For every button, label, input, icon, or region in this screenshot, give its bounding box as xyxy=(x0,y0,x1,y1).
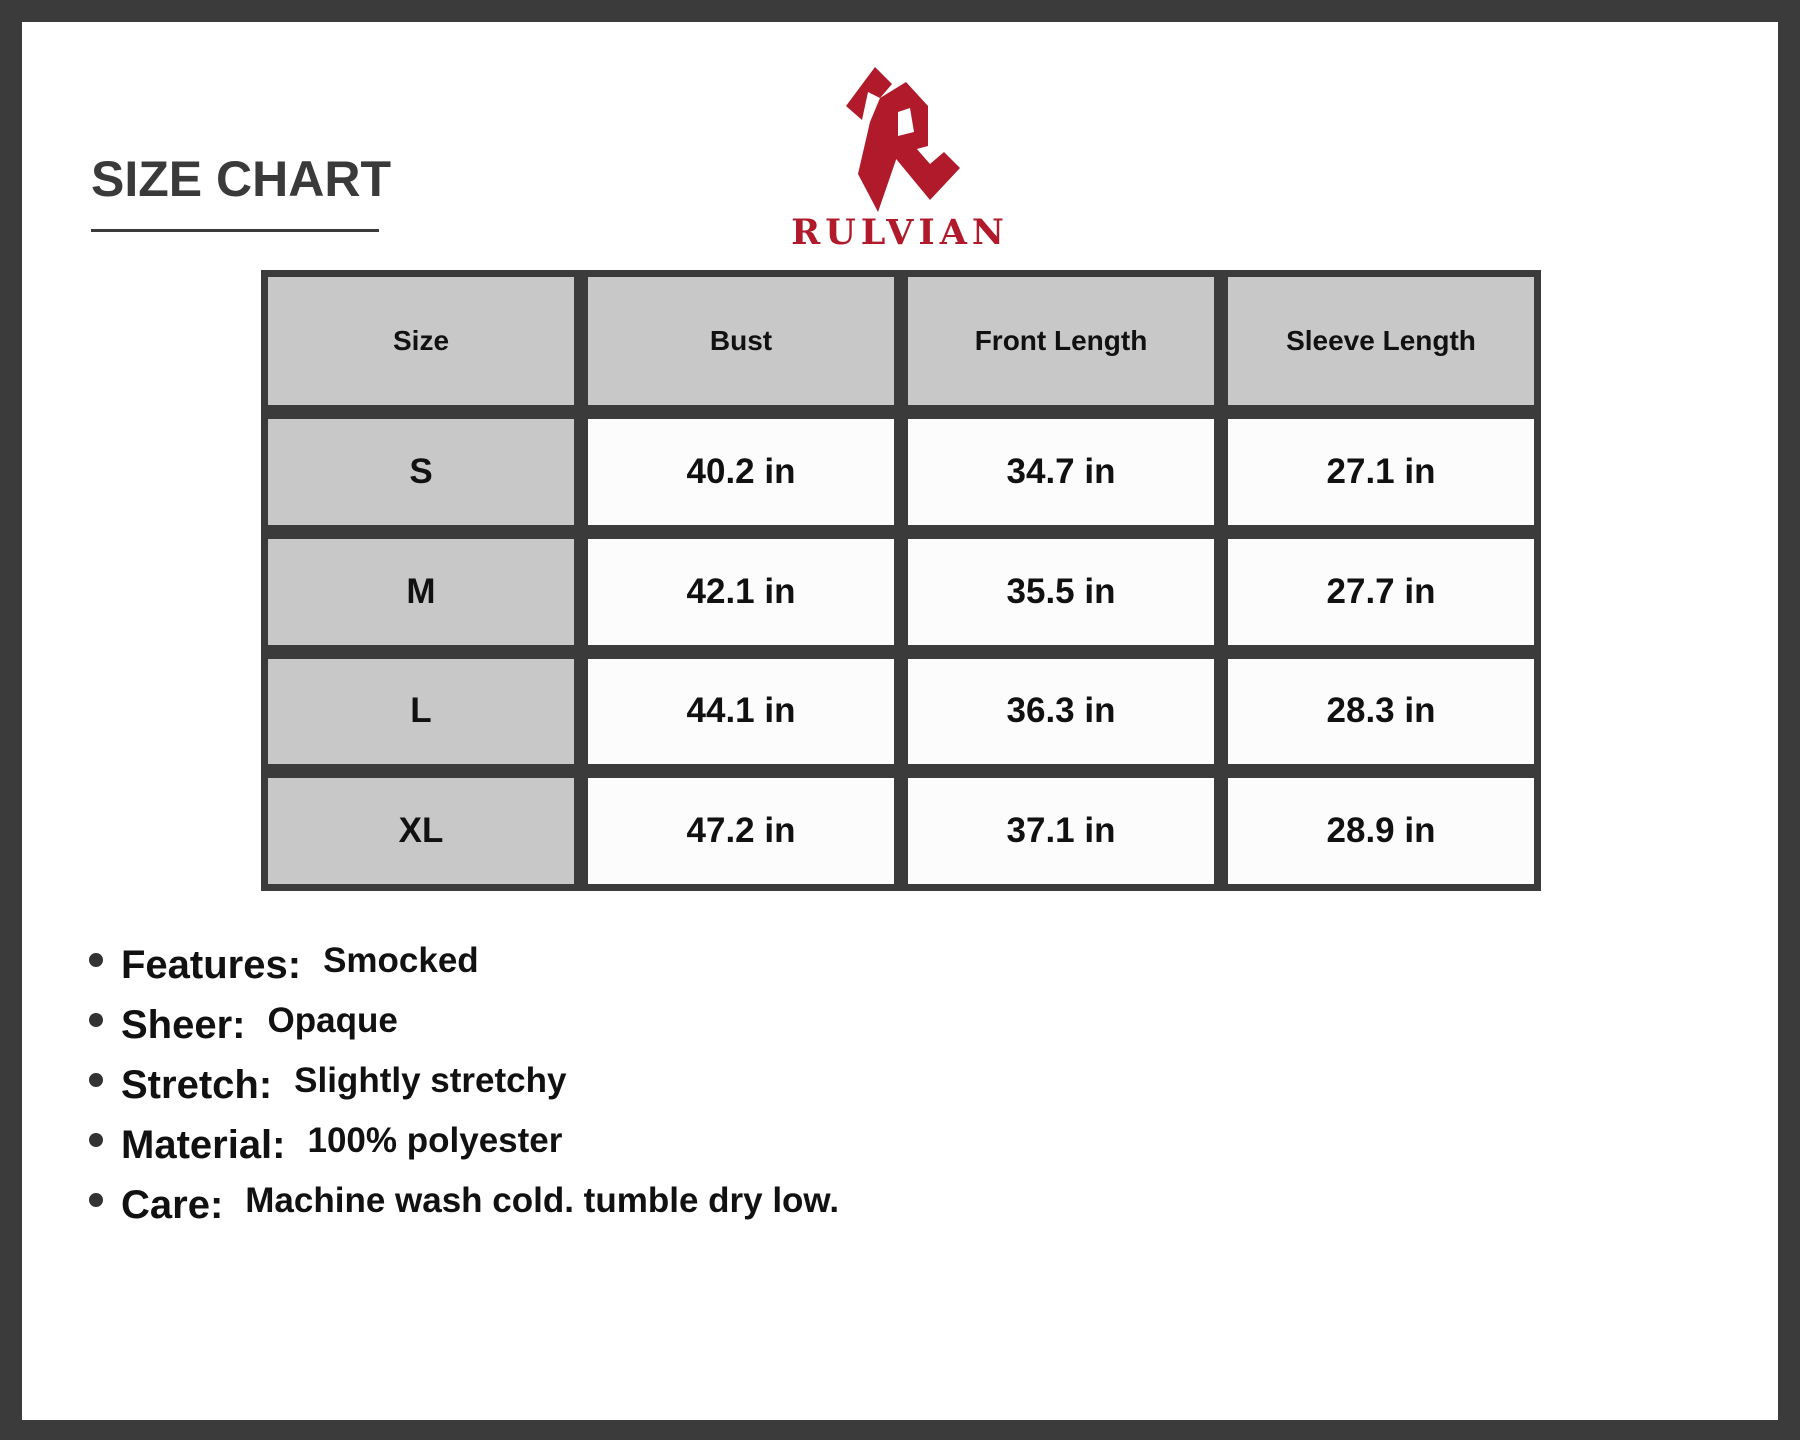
bullet-icon xyxy=(89,1133,103,1147)
cell-front-length: 34.7 in xyxy=(908,419,1214,525)
cell-front-length: 36.3 in xyxy=(908,658,1214,765)
spec-list: Features: Smocked Sheer: Opaque Stretch:… xyxy=(89,935,839,1235)
cell-size: L xyxy=(268,658,574,765)
header-bust: Bust xyxy=(588,277,894,405)
spec-value: Smocked xyxy=(323,941,479,980)
spec-label: Stretch: xyxy=(121,1062,273,1107)
spec-stretch: Stretch: Slightly stretchy xyxy=(89,1055,839,1115)
cell-bust: 40.2 in xyxy=(588,419,894,525)
spec-label: Sheer: xyxy=(121,1002,246,1047)
bullet-icon xyxy=(89,953,103,967)
cell-size: M xyxy=(268,538,574,645)
spec-care: Care: Machine wash cold. tumble dry low. xyxy=(89,1175,839,1235)
spec-value: Opaque xyxy=(267,1001,398,1040)
header-size: Size xyxy=(268,277,574,405)
spec-features: Features: Smocked xyxy=(89,935,839,995)
brand-name: RULVIAN xyxy=(791,212,1009,253)
rulvian-r-logo-icon xyxy=(846,67,960,212)
cell-sleeve-length: 27.7 in xyxy=(1228,538,1534,645)
bullet-icon xyxy=(89,1073,103,1087)
header-front-length: Front Length xyxy=(908,277,1214,405)
cell-front-length: 35.5 in xyxy=(908,538,1214,645)
cell-bust: 47.2 in xyxy=(588,778,894,884)
cell-sleeve-length: 28.3 in xyxy=(1228,658,1534,765)
bullet-icon xyxy=(89,1193,103,1207)
bullet-icon xyxy=(89,1013,103,1027)
spec-label: Material: xyxy=(121,1122,286,1167)
brand-logo: RULVIAN xyxy=(780,62,1020,253)
cell-size: S xyxy=(268,419,574,525)
cell-front-length: 37.1 in xyxy=(908,778,1214,884)
spec-label: Care: xyxy=(121,1182,224,1227)
cell-bust: 42.1 in xyxy=(588,538,894,645)
spec-value: Slightly stretchy xyxy=(294,1061,567,1100)
spec-value: 100% polyester xyxy=(307,1121,563,1160)
spec-material: Material: 100% polyester xyxy=(89,1115,839,1175)
cell-sleeve-length: 28.9 in xyxy=(1228,778,1534,884)
cell-size: XL xyxy=(268,778,574,884)
spec-sheer: Sheer: Opaque xyxy=(89,995,839,1055)
spec-label: Features: xyxy=(121,942,302,987)
header-sleeve-length: Sleeve Length xyxy=(1228,277,1534,405)
cell-sleeve-length: 27.1 in xyxy=(1228,419,1534,525)
cell-bust: 44.1 in xyxy=(588,658,894,765)
title-underline xyxy=(91,229,379,232)
spec-value: Machine wash cold. tumble dry low. xyxy=(245,1181,840,1220)
size-table: Size Bust Front Length Sleeve Length S 4… xyxy=(261,270,1541,891)
page-title: SIZE CHART xyxy=(91,151,391,207)
